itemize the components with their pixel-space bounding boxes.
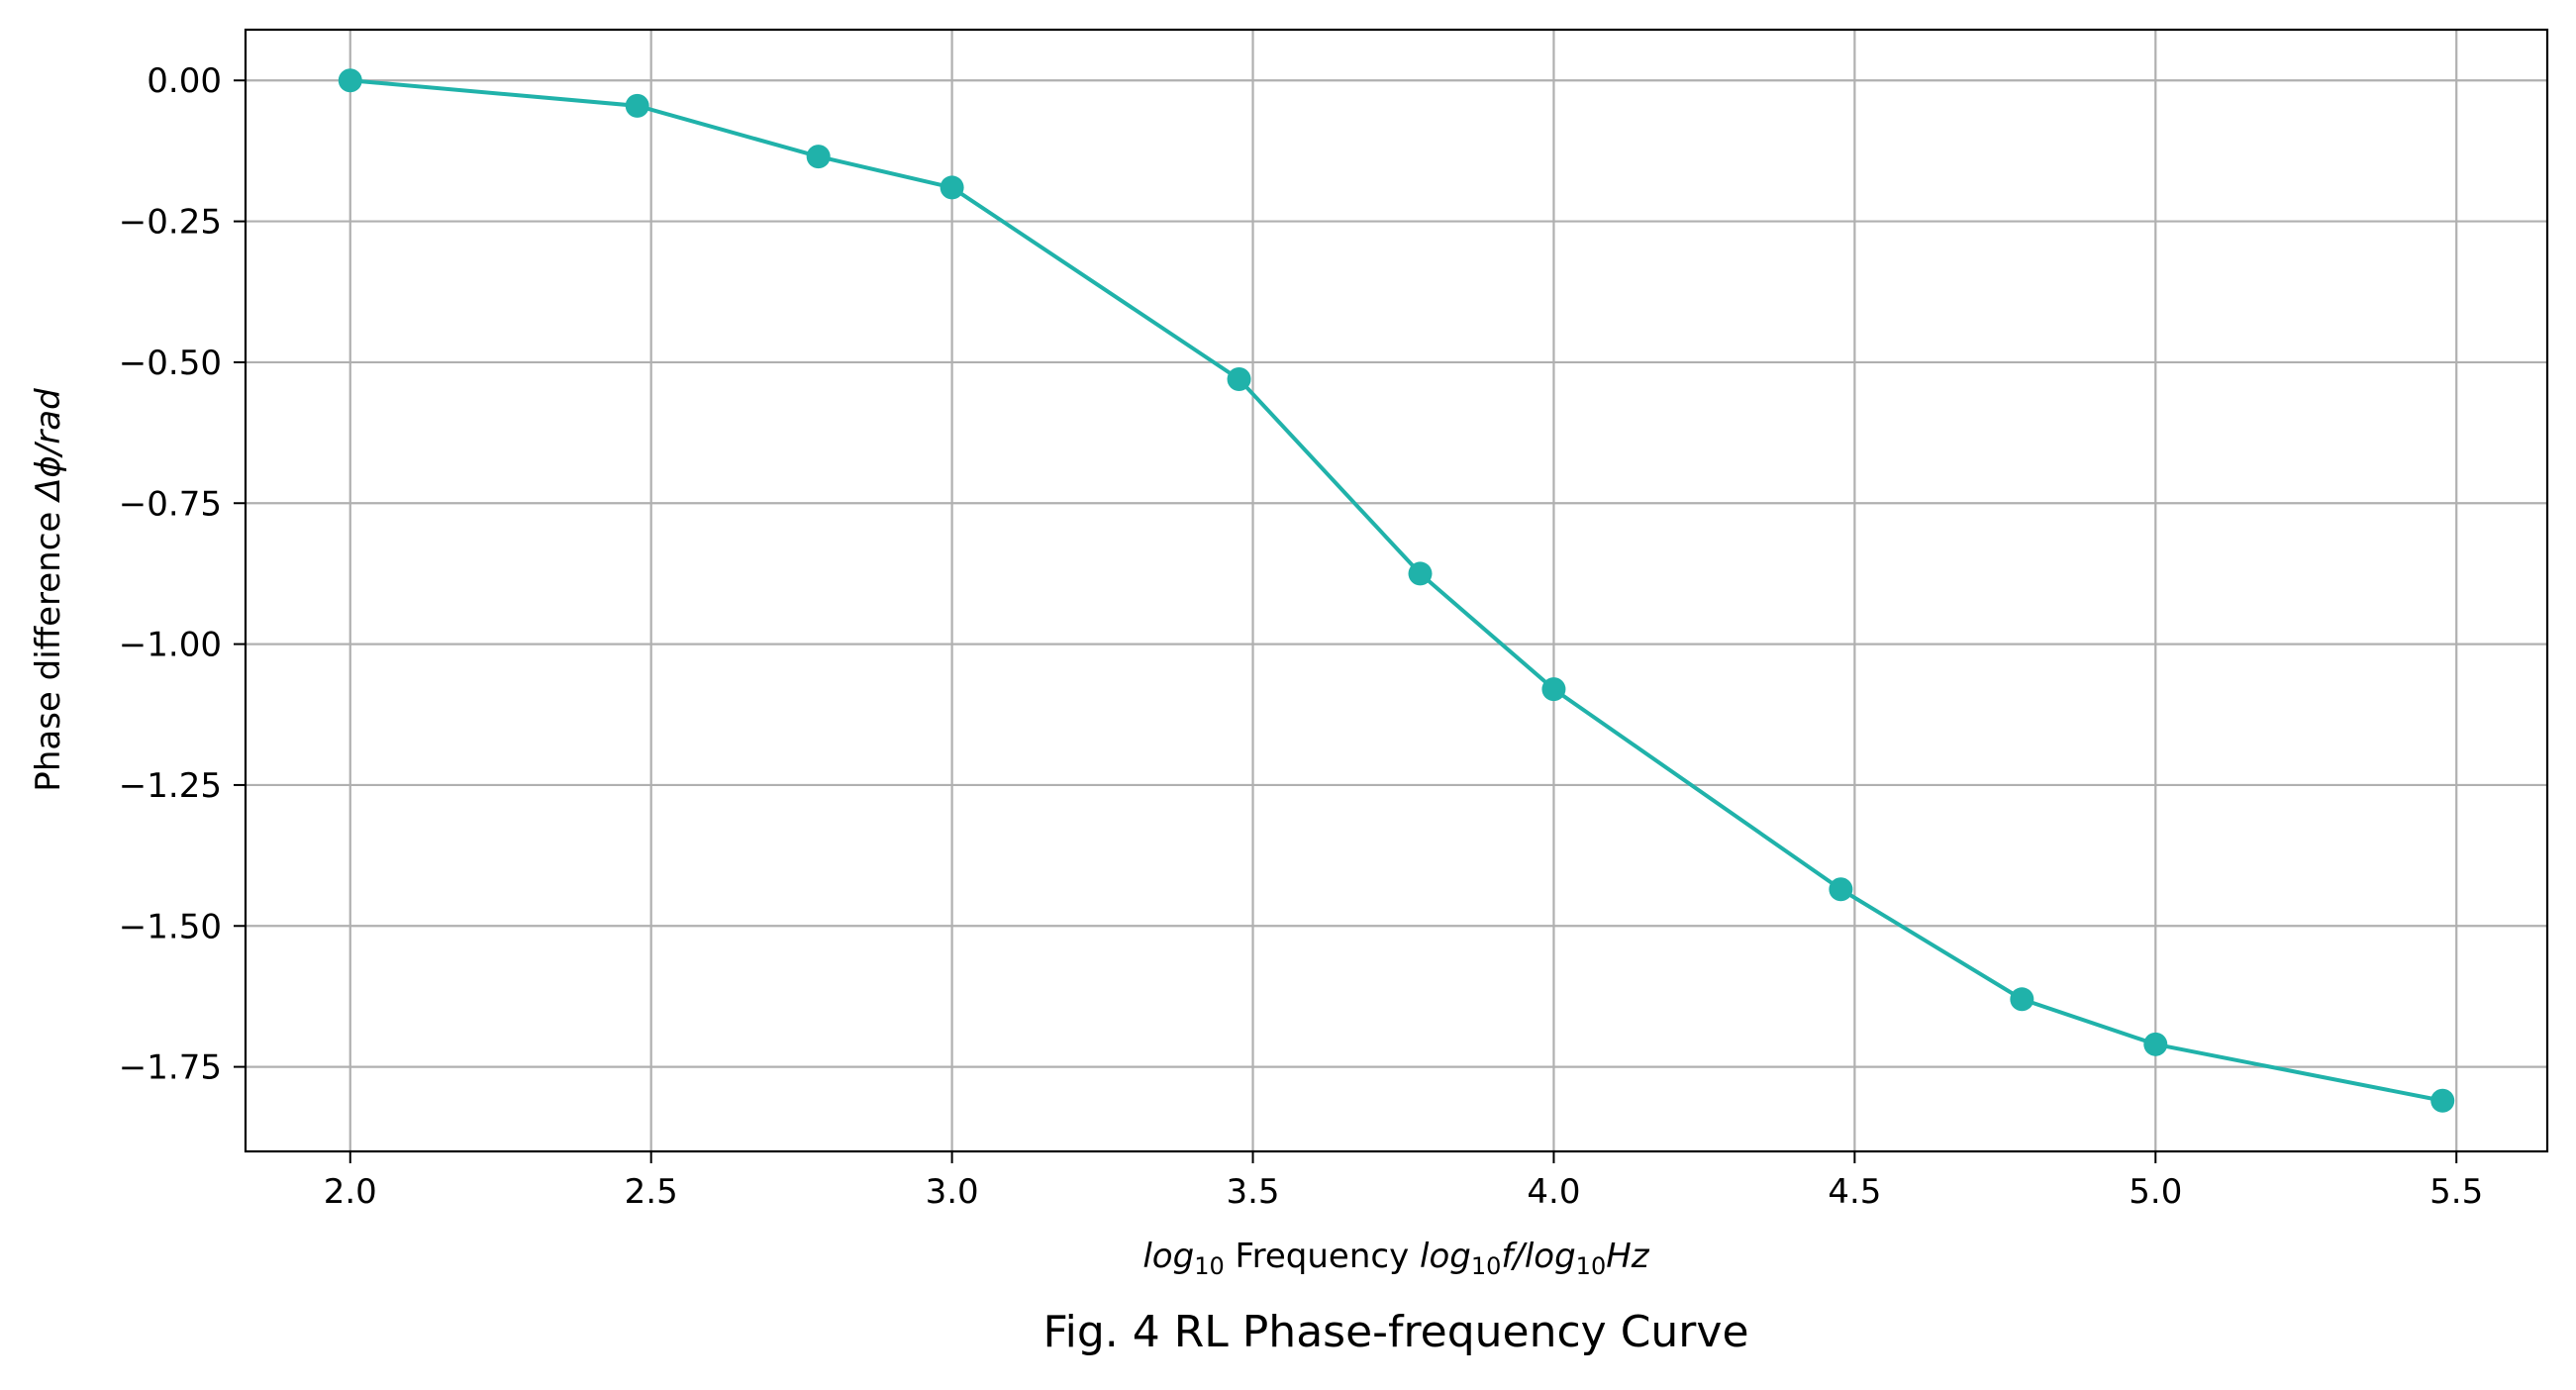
y-tick-labels: 0.00 −0.25 −0.50 −0.75 −1.00 −1.25 −1.50 −1.75: [119, 61, 222, 1087]
series-layer: [338, 68, 2455, 1113]
y-tick-label: −1.75: [119, 1048, 222, 1088]
data-point: [1541, 677, 1566, 702]
data-point: [338, 68, 362, 93]
x-tick-label: 5.0: [2129, 1172, 2182, 1212]
grid-lines: [246, 30, 2547, 1151]
x-tick-label: 2.0: [324, 1172, 377, 1212]
plot-frame: [244, 28, 2549, 1153]
figure-caption: Fig. 4 RL Phase-frequency Curve: [1042, 1307, 1748, 1357]
y-tick-label: −1.00: [119, 626, 222, 665]
data-point: [625, 93, 649, 118]
y-tick-label: −1.25: [119, 766, 222, 806]
y-axis-label: Phase difference Δϕ/rad: [29, 388, 68, 792]
x-tick-label: 4.5: [1828, 1172, 1881, 1212]
x-tick-label: 3.0: [926, 1172, 979, 1212]
y-tick-label: −0.50: [119, 344, 222, 383]
data-point: [2010, 987, 2034, 1012]
data-point: [2143, 1032, 2168, 1056]
data-point: [1227, 366, 1251, 391]
x-axis-label: log10 Frequency log10f/log10Hz: [1142, 1237, 1649, 1280]
data-point: [806, 145, 831, 169]
data-point: [1829, 877, 1853, 902]
y-tick-label: −0.25: [119, 203, 222, 243]
axis-ticks: [234, 79, 2458, 1163]
x-tick-label: 5.5: [2429, 1172, 2483, 1212]
y-tick-label: −0.75: [119, 484, 222, 524]
y-tick-label: 0.00: [147, 61, 222, 101]
x-tick-labels: 2.0 2.5 3.0 3.5 4.0 4.5 5.0 5.5: [324, 1172, 2484, 1212]
data-point: [2430, 1088, 2455, 1113]
series-line: [349, 78, 2443, 1103]
x-tick-label: 2.5: [625, 1172, 678, 1212]
y-tick-label: −1.50: [119, 907, 222, 946]
data-point: [940, 175, 964, 200]
data-point: [1408, 561, 1433, 586]
x-tick-label: 4.0: [1527, 1172, 1580, 1212]
x-tick-label: 3.5: [1226, 1172, 1279, 1212]
